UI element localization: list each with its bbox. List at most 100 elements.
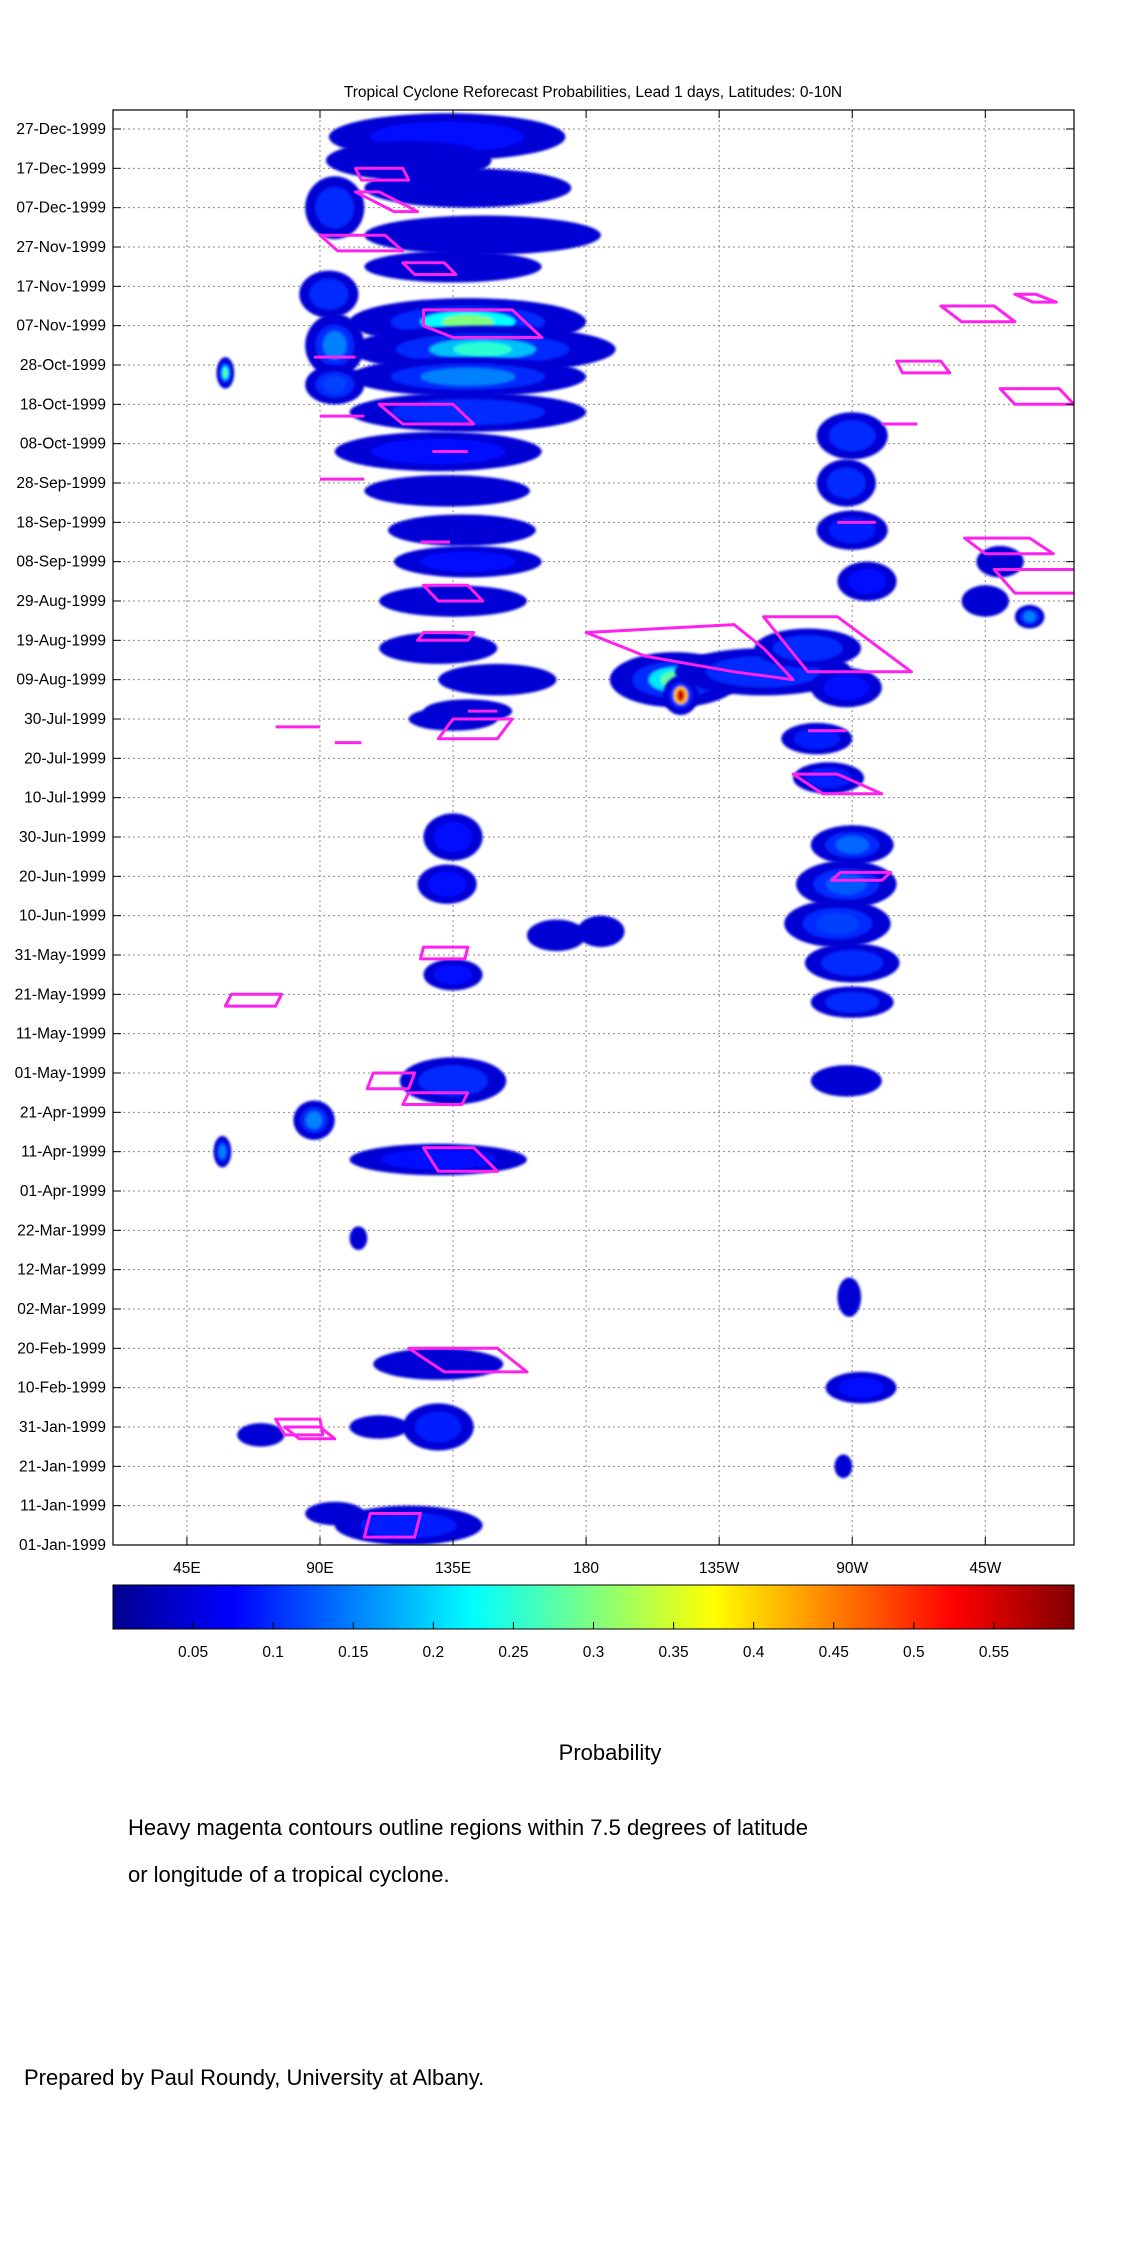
colorbar-tick-label: 0.05 [178,1644,208,1661]
probability-blob [577,915,625,948]
y-tick-label: 20-Jun-1999 [19,868,106,885]
y-tick-label: 21-Apr-1999 [20,1104,106,1121]
cyclone-contour [791,772,884,796]
cyclone-contour [365,1071,417,1091]
y-tick-label: 09-Aug-1999 [16,672,106,689]
cyclone-contour [939,304,1017,324]
probability-blob [810,825,894,865]
probability-blob [438,663,557,696]
x-tick-label: 45E [173,1560,201,1577]
probability-blob [810,1065,882,1097]
probability-blob [349,1226,368,1250]
y-tick-label: 20-Feb-1999 [17,1340,106,1357]
y-tick-label: 21-Jan-1999 [19,1458,106,1475]
y-tick-label: 11-Jan-1999 [20,1498,106,1515]
y-tick-label: 21-May-1999 [15,986,106,1003]
cyclone-contour [422,583,485,603]
probability-blob [349,392,587,432]
probability-blob [349,1415,409,1439]
y-tick-label: 01-May-1999 [15,1065,106,1082]
y-tick-label: 10-Jul-1999 [24,790,106,807]
colorbar-tick-label: 0.2 [423,1644,445,1661]
cyclone-contour [584,623,795,682]
y-tick-label: 02-Mar-1999 [17,1301,106,1318]
y-tick-label: 20-Jul-1999 [24,750,106,767]
cyclone-contour [422,308,544,339]
probability-blob [364,475,530,507]
colorbar-label: Probability [558,1740,662,1765]
cyclone-contour [992,568,1074,595]
colorbar-ticks: 0.05 0.1 0.15 0.2 0.25 0.3 0.35 0.4 0.45 0.5 0.55 [178,1622,1009,1661]
y-tick-label: 30-Jul-1999 [24,711,106,728]
y-tick-label: 31-May-1999 [15,947,106,964]
probability-blob [816,412,888,460]
chart-title: Tropical Cyclone Reforecast Probabilitie… [344,84,842,101]
y-tick-label: 17-Dec-1999 [16,160,106,177]
probability-blob [1014,604,1045,629]
cyclone-contour [963,536,1055,556]
cyclone-contour [377,402,476,426]
cyclone-contour [407,1346,529,1374]
colorbar-tick-label: 0.35 [658,1644,688,1661]
note-line-2: or longitude of a tropical cyclone. [128,1862,450,1887]
y-tick-label: 10-Jun-1999 [19,908,106,925]
probability-blob [423,813,483,861]
probability-blob [349,357,587,397]
probability-blob [213,1135,232,1168]
cyclone-contour [436,717,514,741]
colorbar-tick-label: 0.5 [903,1644,925,1661]
probability-blob [334,1505,483,1545]
cyclone-contour [419,945,470,961]
probability-blob [216,357,235,389]
probability-blob [237,1423,285,1447]
cyclone-contour [1013,292,1058,304]
probability-blob [834,1454,853,1479]
colorbar [112,1584,1075,1630]
cyclone-contour [318,233,405,253]
x-tick-label: 90E [306,1560,334,1577]
y-tick-label: 17-Nov-1999 [16,278,106,295]
probability-blob [373,1348,504,1380]
probability-blob [816,459,876,507]
probability-blob [402,1403,474,1451]
cyclone-contour [762,615,913,674]
x-tick-label: 180 [573,1560,599,1577]
probability-blob [793,762,865,794]
probability-blob [754,628,862,668]
probability-blob [305,176,365,240]
cyclone-contour [223,992,283,1008]
probability-blob [349,325,616,373]
note-line-1: Heavy magenta contours outline regions w… [128,1815,808,1840]
y-tick-label: 12-Mar-1999 [17,1262,106,1279]
y-tick-label: 08-Sep-1999 [16,554,106,571]
probability-blob [393,545,542,578]
credit-text: Prepared by Paul Roundy, University at A… [24,2065,485,2090]
colorbar-tick-label: 0.25 [498,1644,528,1661]
plot-frame [112,109,1075,1546]
y-tick-label: 29-Aug-1999 [16,593,106,610]
probability-blob [293,1100,335,1140]
y-tick-label: 07-Nov-1999 [16,318,106,335]
probability-blob [364,250,542,283]
cyclone-contour [416,631,476,642]
y-tick-label: 27-Nov-1999 [16,239,106,256]
probability-blob [804,943,900,983]
cyclone-contour [401,261,458,276]
cyclone-contours [223,166,1074,1539]
x-tick-label: 45W [969,1560,1001,1577]
probability-blob [837,1277,862,1317]
y-tick-label: 31-Jan-1999 [19,1419,106,1436]
y-tick-label: 07-Dec-1999 [16,200,106,217]
colorbar-tick-label: 0.45 [819,1644,849,1661]
probability-blob [526,919,587,952]
y-tick-label: 01-Jan-1999 [19,1537,106,1554]
probability-blob [784,899,891,948]
probability-blob [961,585,1009,617]
probability-blob [379,632,498,664]
probability-blob [816,510,888,550]
probability-blob [662,675,699,716]
colorbar-tick-label: 0.15 [338,1644,368,1661]
x-tick-label: 135E [435,1560,471,1577]
cyclone-contour [895,359,952,375]
